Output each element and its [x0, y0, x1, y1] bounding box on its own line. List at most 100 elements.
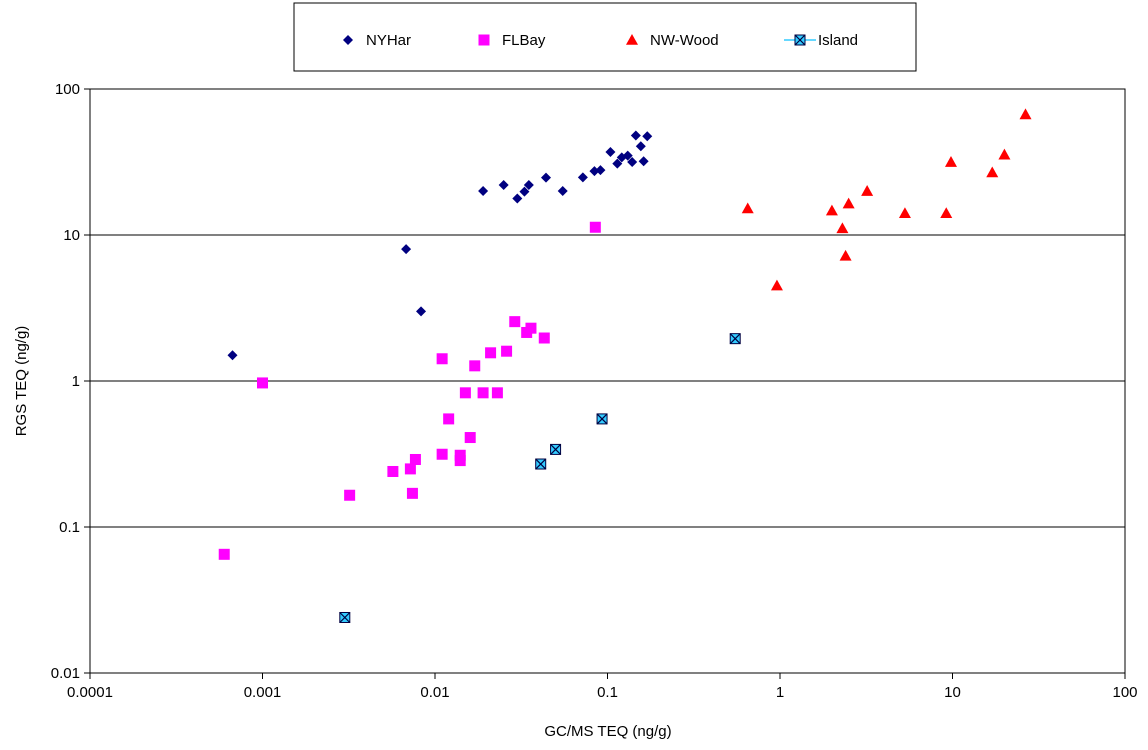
point-nw-wood [986, 166, 999, 178]
point-flbay [525, 322, 537, 334]
legend-marker-flbay [478, 34, 490, 46]
point-nw-wood [842, 197, 855, 209]
point-flbay [589, 221, 601, 233]
x-tick-label: 0.01 [420, 684, 449, 701]
series-flbay [218, 221, 601, 560]
marker-cross [550, 443, 561, 455]
point-nyhar [589, 166, 600, 177]
point-flbay [477, 387, 489, 399]
point-flbay [409, 453, 421, 465]
legend-marker-nw-wood [626, 34, 638, 45]
legend-marker-island [794, 34, 806, 46]
y-tick-label: 10 [63, 227, 80, 244]
point-nyhar [642, 131, 653, 142]
point-flbay [387, 465, 399, 477]
legend-label-island: Island [818, 32, 858, 49]
point-island [596, 413, 608, 425]
marker-cross [339, 612, 351, 623]
point-flbay [344, 489, 356, 501]
x-tick-label: 1 [776, 684, 784, 701]
point-flbay [443, 413, 455, 425]
marker-cross [794, 34, 806, 46]
x-tick-label: 10 [944, 684, 961, 701]
point-nyhar [401, 244, 412, 255]
point-nyhar [227, 350, 238, 361]
point-island [550, 443, 562, 455]
point-nyhar [512, 193, 523, 204]
series-nyhar [227, 130, 653, 361]
marker-cross [596, 413, 608, 425]
point-nyhar [540, 172, 551, 183]
legend-item-nyhar: NYHar [343, 32, 411, 49]
point-nyhar [577, 172, 588, 183]
point-nw-wood [836, 222, 849, 234]
y-tick-label: 1 [72, 373, 80, 390]
point-nyhar [630, 130, 641, 141]
legend-item-flbay: FLBay [478, 32, 546, 49]
y-tick-label: 0.1 [59, 519, 80, 536]
point-nw-wood [839, 249, 852, 261]
legend-marker-nyhar [343, 35, 353, 45]
legend-label-nyhar: NYHar [366, 32, 411, 49]
point-nyhar [478, 186, 489, 197]
point-island [535, 458, 547, 470]
point-flbay [485, 347, 497, 359]
point-island [729, 333, 741, 345]
data-series [218, 108, 1032, 623]
point-flbay [436, 353, 448, 365]
point-nyhar [416, 306, 427, 317]
point-nw-wood [898, 207, 911, 219]
point-flbay [459, 387, 471, 399]
point-flbay [406, 487, 418, 499]
y-tick-label: 100 [55, 81, 80, 98]
point-flbay [538, 332, 550, 344]
point-nw-wood [944, 156, 957, 167]
series-island [339, 333, 741, 623]
point-nyhar [605, 147, 616, 158]
point-nyhar [519, 186, 530, 197]
y-tick-label: 0.01 [51, 665, 80, 682]
legend-item-island: Island [784, 32, 858, 49]
marker-cross [729, 333, 741, 345]
point-flbay [218, 548, 230, 560]
point-nw-wood [825, 204, 838, 216]
point-flbay [491, 387, 503, 399]
point-flbay [436, 448, 448, 460]
point-nw-wood [1019, 108, 1032, 120]
point-nyhar [635, 141, 646, 152]
legend-item-nw-wood: NW-Wood [626, 32, 719, 49]
x-tick-label: 0.1 [597, 684, 618, 701]
point-nyhar [627, 157, 638, 168]
point-nyhar [612, 158, 623, 169]
x-tick-label: 0.001 [244, 684, 282, 701]
x-axis-title: GC/MS TEQ (ng/g) [544, 723, 671, 740]
point-nyhar [622, 150, 633, 161]
marker-cross [535, 458, 547, 470]
point-nw-wood [998, 148, 1011, 160]
point-nw-wood [770, 279, 783, 291]
point-island [339, 611, 351, 623]
legend-label-nw-wood: NW-Wood [650, 32, 719, 49]
legend-box [293, 2, 917, 72]
series-nw-wood [741, 108, 1032, 291]
legend: NYHar FLBay NW-Wood Island [293, 2, 917, 72]
point-nyhar [638, 156, 649, 167]
x-tick-label: 100 [1112, 684, 1137, 701]
point-flbay [469, 360, 481, 372]
point-nyhar [498, 180, 509, 191]
point-flbay [501, 345, 513, 357]
point-flbay [464, 432, 476, 444]
point-nw-wood [741, 202, 754, 214]
point-flbay [257, 377, 268, 389]
point-nyhar [595, 165, 606, 176]
y-axis-title: RGS TEQ (ng/g) [13, 326, 30, 437]
point-flbay [454, 455, 466, 467]
legend-label-flbay: FLBay [502, 32, 546, 49]
point-nyhar [523, 180, 534, 191]
point-flbay [509, 316, 521, 328]
point-nw-wood [940, 207, 953, 219]
point-flbay [404, 463, 416, 475]
axis-ticks: 0.01 0.1 1 10 100 0.0001 0.001 0.01 0.1 1 10 100 [51, 81, 1138, 701]
x-tick-label: 0.0001 [67, 684, 113, 701]
